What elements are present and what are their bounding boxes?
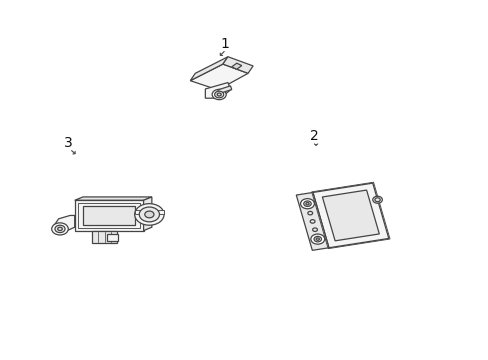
Circle shape xyxy=(214,91,223,98)
Circle shape xyxy=(55,225,65,233)
Polygon shape xyxy=(231,63,241,69)
Polygon shape xyxy=(143,197,152,231)
Polygon shape xyxy=(218,86,231,94)
Polygon shape xyxy=(322,190,379,241)
Circle shape xyxy=(310,234,324,244)
Circle shape xyxy=(58,227,62,231)
Polygon shape xyxy=(223,57,253,73)
Circle shape xyxy=(372,196,382,203)
Polygon shape xyxy=(296,193,328,250)
Polygon shape xyxy=(312,183,388,248)
Circle shape xyxy=(374,198,380,202)
Polygon shape xyxy=(92,231,117,243)
Polygon shape xyxy=(75,200,143,231)
Text: 3: 3 xyxy=(63,136,72,150)
Circle shape xyxy=(217,93,221,96)
Circle shape xyxy=(312,228,317,231)
Circle shape xyxy=(139,207,159,222)
Circle shape xyxy=(134,204,164,225)
Circle shape xyxy=(144,211,154,218)
Polygon shape xyxy=(75,197,152,200)
Polygon shape xyxy=(106,234,118,241)
Circle shape xyxy=(309,220,314,223)
Circle shape xyxy=(313,237,321,242)
Polygon shape xyxy=(190,64,247,90)
Circle shape xyxy=(316,238,319,240)
Polygon shape xyxy=(134,210,164,215)
Polygon shape xyxy=(83,206,135,225)
Polygon shape xyxy=(205,82,230,98)
Circle shape xyxy=(212,89,226,100)
Circle shape xyxy=(305,203,308,205)
Text: 2: 2 xyxy=(309,129,318,143)
Circle shape xyxy=(303,201,310,206)
Polygon shape xyxy=(190,57,227,81)
Circle shape xyxy=(52,223,68,235)
Circle shape xyxy=(300,199,314,209)
Polygon shape xyxy=(54,215,75,232)
Circle shape xyxy=(307,211,312,215)
Text: 1: 1 xyxy=(220,36,229,50)
